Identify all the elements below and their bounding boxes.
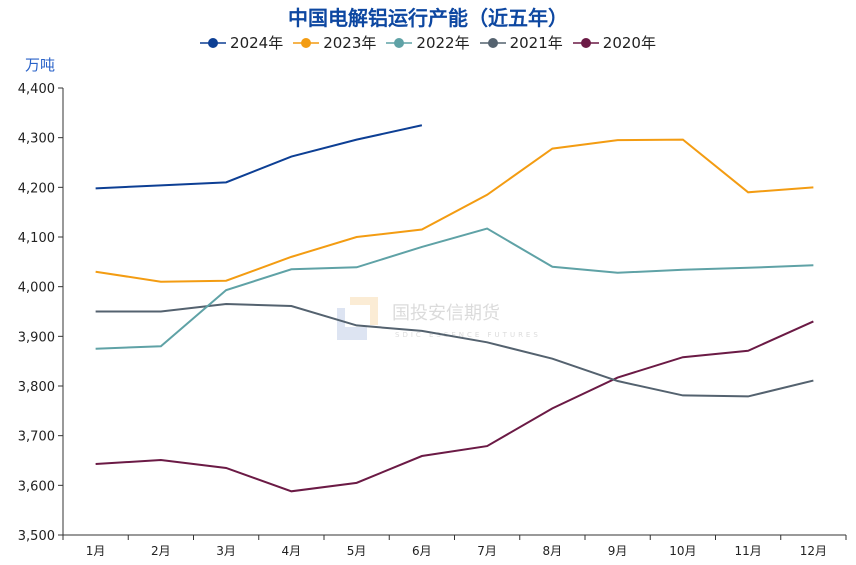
y-tick-label: 3,600 — [18, 479, 55, 494]
series-line-2021年 — [95, 303, 814, 398]
x-tick-label: 4月 — [282, 544, 302, 558]
watermark: 国投安信期货 SDIC ESSENCE FUTURES — [337, 297, 541, 340]
legend-item[interactable]: 2023年 — [293, 32, 376, 53]
legend-marker-icon — [200, 37, 227, 48]
watermark-en: SDIC ESSENCE FUTURES — [395, 331, 541, 339]
series-line-2023年 — [95, 138, 814, 283]
legend-marker-icon — [386, 37, 413, 48]
y-tick-label: 3,700 — [18, 430, 55, 445]
y-tick-label: 3,800 — [18, 380, 55, 395]
chart-title: 中国电解铝运行产能（近五年） — [288, 6, 568, 30]
y-tick-label: 4,300 — [18, 132, 55, 147]
series-line-2024年 — [95, 124, 423, 190]
legend-label: 2020年 — [602, 34, 656, 52]
legend-label: 2024年 — [230, 34, 284, 52]
watermark-logo-accent — [350, 297, 378, 325]
x-tick-label: 12月 — [800, 544, 827, 558]
legend-label: 2021年 — [509, 34, 563, 52]
legend-item[interactable]: 2020年 — [572, 32, 656, 53]
x-tick-label: 6月 — [412, 544, 432, 558]
legend: 2024年 2023年 2022年 2021年 2020年 — [0, 32, 856, 53]
x-tick-label: 1月 — [86, 544, 106, 558]
y-tick-label: 3,900 — [18, 330, 55, 345]
x-tick-label: 8月 — [543, 544, 563, 558]
x-tick-label: 11月 — [734, 544, 761, 558]
y-tick-label: 4,200 — [18, 181, 55, 196]
watermark-cn: 国投安信期货 — [392, 303, 500, 324]
y-tick-label: 4,400 — [18, 82, 55, 97]
x-tick-label: 10月 — [669, 544, 696, 558]
x-tick-label: 9月 — [608, 544, 628, 558]
legend-marker-icon — [293, 37, 320, 48]
x-tick-label: 7月 — [477, 544, 497, 558]
legend-label: 2022年 — [416, 34, 470, 52]
legend-item[interactable]: 2024年 — [200, 32, 283, 53]
y-axis-unit: 万吨 — [25, 56, 56, 74]
y-tick-label: 4,000 — [18, 281, 55, 296]
x-tick-label: 2月 — [151, 544, 171, 558]
x-tick-label: 3月 — [216, 544, 236, 558]
series-line-2022年 — [95, 227, 814, 350]
legend-marker-icon — [572, 37, 599, 48]
legend-item[interactable]: 2021年 — [479, 32, 563, 53]
x-tick-label: 5月 — [347, 544, 367, 558]
series-line-2020年 — [95, 320, 814, 493]
legend-marker-icon — [479, 37, 506, 48]
y-tick-label: 4,100 — [18, 231, 55, 246]
legend-label: 2023年 — [323, 34, 377, 52]
y-tick-label: 3,500 — [18, 529, 55, 544]
legend-item[interactable]: 2022年 — [386, 32, 470, 53]
